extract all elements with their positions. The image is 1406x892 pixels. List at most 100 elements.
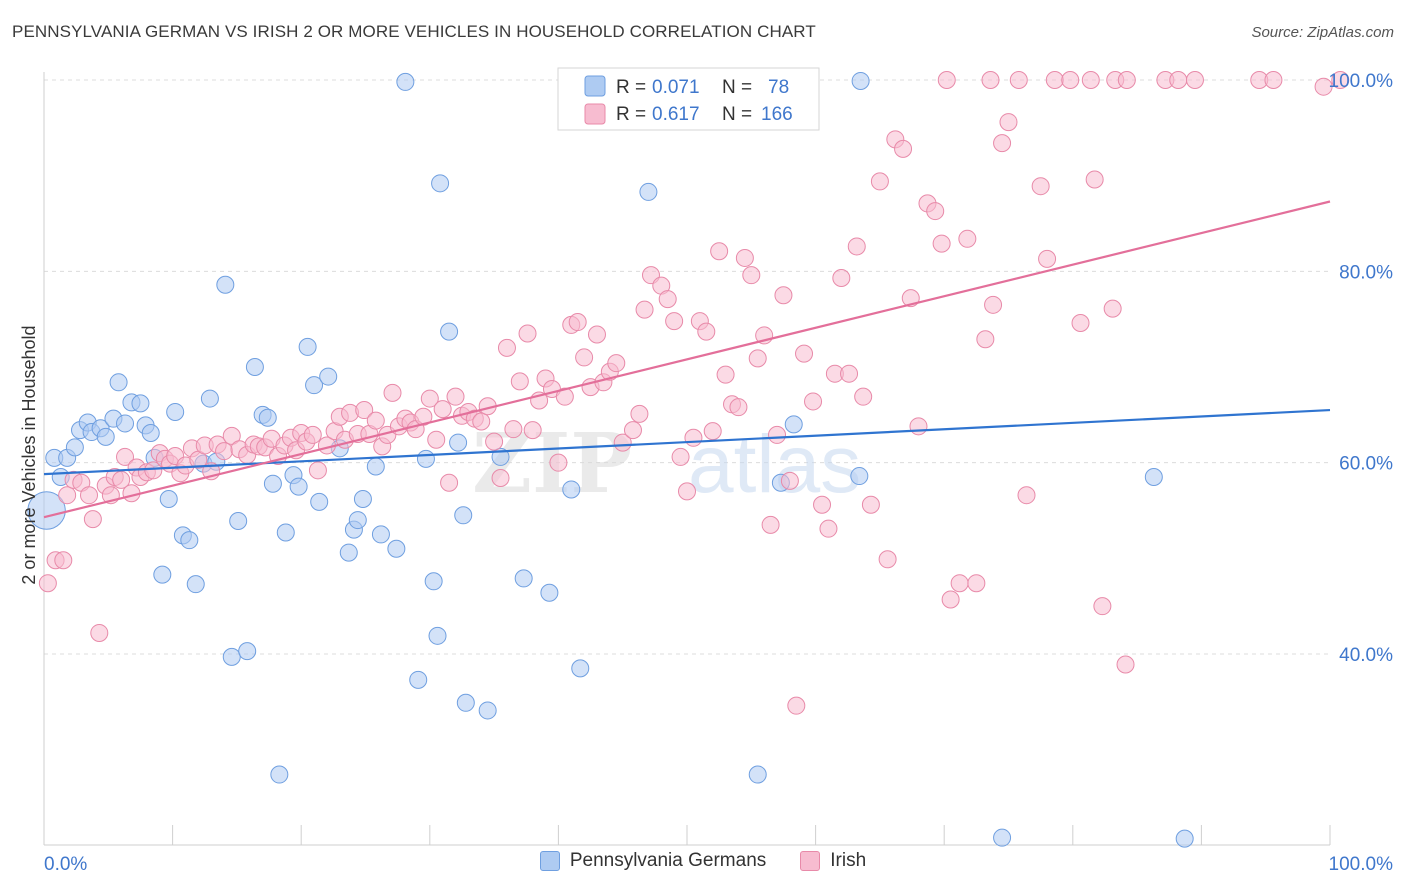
point-pennsylvania-germans bbox=[298, 337, 317, 356]
point-irish bbox=[993, 134, 1012, 153]
point-irish bbox=[613, 433, 632, 452]
point-pennsylvania-germans bbox=[431, 174, 450, 193]
point-irish bbox=[774, 286, 793, 305]
point-irish bbox=[523, 421, 542, 440]
point-irish bbox=[510, 372, 529, 391]
point-irish bbox=[958, 229, 977, 248]
point-irish bbox=[58, 486, 77, 505]
legend-r-label: R = bbox=[616, 77, 651, 98]
point-pennsylvania-germans bbox=[319, 367, 338, 386]
point-pennsylvania-germans bbox=[387, 539, 406, 558]
point-irish bbox=[937, 71, 956, 89]
point-irish bbox=[697, 322, 716, 341]
point-irish bbox=[420, 389, 439, 408]
point-pennsylvania-germans bbox=[348, 511, 367, 530]
point-pennsylvania-germans bbox=[371, 525, 390, 544]
point-irish bbox=[1081, 71, 1100, 89]
point-pennsylvania-germans bbox=[166, 402, 185, 421]
point-pennsylvania-germans bbox=[540, 583, 559, 602]
point-pennsylvania-germans bbox=[850, 467, 869, 486]
point-irish bbox=[716, 365, 735, 384]
point-irish bbox=[932, 234, 951, 253]
point-irish bbox=[383, 383, 402, 402]
point-pennsylvania-germans bbox=[784, 415, 803, 434]
point-irish bbox=[710, 242, 729, 261]
y-tick-labels: 40.0% 60.0% 80.0% 100.0% bbox=[1329, 71, 1394, 666]
point-irish bbox=[575, 348, 594, 367]
legend-swatch-pennsylvania-germans bbox=[539, 851, 560, 871]
point-pennsylvania-germans bbox=[131, 394, 150, 413]
point-irish bbox=[83, 510, 102, 529]
point-irish bbox=[768, 425, 787, 444]
point-irish bbox=[215, 442, 234, 461]
point-pennsylvania-germans bbox=[96, 427, 115, 446]
point-pennsylvania-germans bbox=[851, 71, 870, 90]
point-irish bbox=[804, 392, 823, 411]
point-irish bbox=[742, 266, 761, 285]
point-irish bbox=[1085, 170, 1104, 189]
point-pennsylvania-germans bbox=[396, 72, 415, 91]
legend-r-label: R = bbox=[616, 104, 651, 125]
point-pennsylvania-germans bbox=[109, 373, 128, 392]
legend-item-pennsylvania-germans[interactable]: Pennsylvania Germans bbox=[539, 850, 767, 872]
point-irish bbox=[568, 313, 587, 332]
point-irish bbox=[703, 422, 722, 441]
point-irish bbox=[981, 71, 1000, 89]
point-irish bbox=[1169, 71, 1188, 89]
point-irish bbox=[999, 113, 1018, 132]
legend-label-pennsylvania-germans: Pennsylvania Germans bbox=[569, 850, 767, 871]
point-pennsylvania-germans bbox=[200, 389, 219, 408]
chart-title: PENNSYLVANIA GERMAN VS IRISH 2 OR MORE V… bbox=[12, 22, 816, 41]
point-irish bbox=[870, 172, 889, 191]
point-pennsylvania-germans bbox=[1144, 468, 1163, 487]
point-irish bbox=[1017, 486, 1036, 505]
point-irish bbox=[878, 550, 897, 569]
point-pennsylvania-germans bbox=[310, 492, 329, 511]
point-pennsylvania-germans bbox=[428, 626, 447, 645]
point-irish bbox=[555, 387, 574, 406]
point-irish bbox=[427, 430, 446, 449]
point-irish bbox=[819, 519, 838, 538]
point-irish bbox=[658, 290, 677, 309]
legend-n-value: 78 bbox=[768, 77, 789, 98]
point-irish bbox=[909, 417, 928, 436]
point-pennsylvania-germans bbox=[562, 480, 581, 499]
point-irish bbox=[665, 312, 684, 331]
legend-n-label: N = bbox=[722, 104, 757, 125]
legend-n-value: 166 bbox=[761, 104, 793, 125]
point-irish bbox=[1071, 313, 1090, 332]
point-irish bbox=[446, 387, 465, 406]
point-irish bbox=[984, 295, 1003, 314]
point-pennsylvania-germans bbox=[639, 182, 658, 201]
point-pennsylvania-germans bbox=[514, 569, 533, 588]
legend-item-irish[interactable]: Irish bbox=[800, 850, 866, 872]
legend-label-irish: Irish bbox=[830, 850, 867, 871]
point-irish bbox=[941, 590, 960, 609]
trend-lines bbox=[43, 200, 1331, 519]
point-irish bbox=[497, 338, 516, 357]
point-irish bbox=[735, 248, 754, 267]
point-irish bbox=[90, 623, 109, 642]
legend-swatch-pennsylvania-germans bbox=[584, 75, 606, 97]
x-tick-label-min: 0.0% bbox=[44, 854, 87, 875]
point-irish bbox=[861, 495, 880, 514]
point-irish bbox=[504, 420, 523, 439]
point-irish bbox=[491, 468, 510, 487]
point-irish bbox=[144, 461, 163, 480]
point-pennsylvania-germans bbox=[456, 693, 475, 712]
point-irish bbox=[433, 400, 452, 419]
point-irish bbox=[671, 447, 690, 466]
legend-r-value: 0.617 bbox=[652, 104, 700, 125]
point-irish bbox=[684, 428, 703, 447]
point-irish bbox=[518, 324, 537, 343]
point-irish bbox=[1116, 655, 1135, 674]
point-irish bbox=[1264, 71, 1283, 89]
point-pennsylvania-germans bbox=[478, 701, 497, 720]
point-pennsylvania-germans bbox=[153, 565, 172, 584]
point-pennsylvania-germans bbox=[180, 531, 199, 550]
point-irish bbox=[1314, 77, 1333, 96]
x-tick-label-max: 100.0% bbox=[1329, 854, 1394, 875]
legend-n-label: N = bbox=[722, 77, 757, 98]
legend-bottom: Pennsylvania Germans Irish bbox=[0, 850, 1406, 872]
legend-swatch-irish bbox=[584, 103, 606, 125]
